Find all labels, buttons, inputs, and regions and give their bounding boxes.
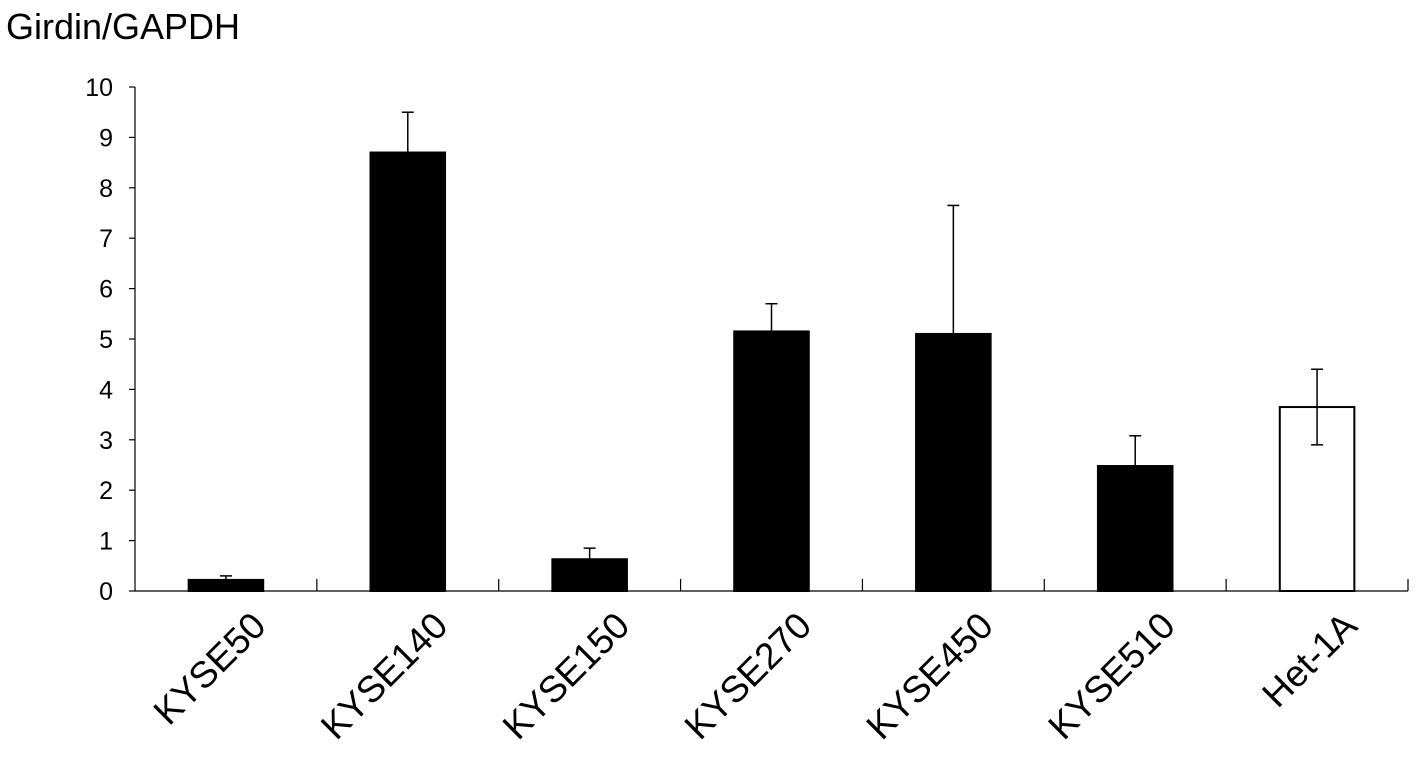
x-tick-label: KYSE150 (495, 605, 637, 747)
y-tick-label: 8 (99, 175, 113, 203)
bar (915, 332, 992, 592)
bar (1096, 465, 1174, 592)
y-tick-label: 4 (99, 376, 113, 404)
y-tick-label: 6 (99, 276, 113, 304)
y-tick-label: 0 (99, 578, 113, 606)
x-tick-labels: KYSE50 KYSE140 KYSE150 KYSE270 KYSE450 KYSE51… (146, 604, 1365, 747)
x-tick-label: KYSE270 (677, 605, 819, 747)
y-tick-label: 2 (99, 477, 113, 505)
y-tick-label: 7 (99, 225, 113, 253)
y-tick-label: 1 (99, 528, 113, 556)
x-tick-label: Het-1A (1254, 604, 1365, 715)
bar (551, 558, 628, 592)
bars (187, 151, 1356, 593)
y-tick-label: 3 (99, 427, 113, 455)
x-tick-label: KYSE510 (1040, 605, 1182, 747)
bar (369, 151, 447, 593)
chart-title: Girdin/GAPDH (6, 6, 241, 47)
x-tick-label: KYSE140 (313, 605, 455, 747)
x-tick-label: KYSE450 (859, 605, 1001, 747)
bar (187, 578, 265, 592)
error-bars (219, 111, 1324, 580)
bar (733, 330, 810, 592)
y-tick-label: 9 (99, 124, 113, 152)
y-tick-label: 10 (85, 74, 113, 102)
y-axis: 0 1 2 3 4 5 6 7 8 9 10 (85, 74, 136, 606)
y-tick-label: 5 (99, 326, 113, 354)
x-tick-label: KYSE50 (146, 605, 274, 733)
